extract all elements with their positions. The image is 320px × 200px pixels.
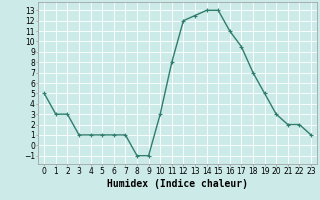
X-axis label: Humidex (Indice chaleur): Humidex (Indice chaleur) <box>107 179 248 189</box>
